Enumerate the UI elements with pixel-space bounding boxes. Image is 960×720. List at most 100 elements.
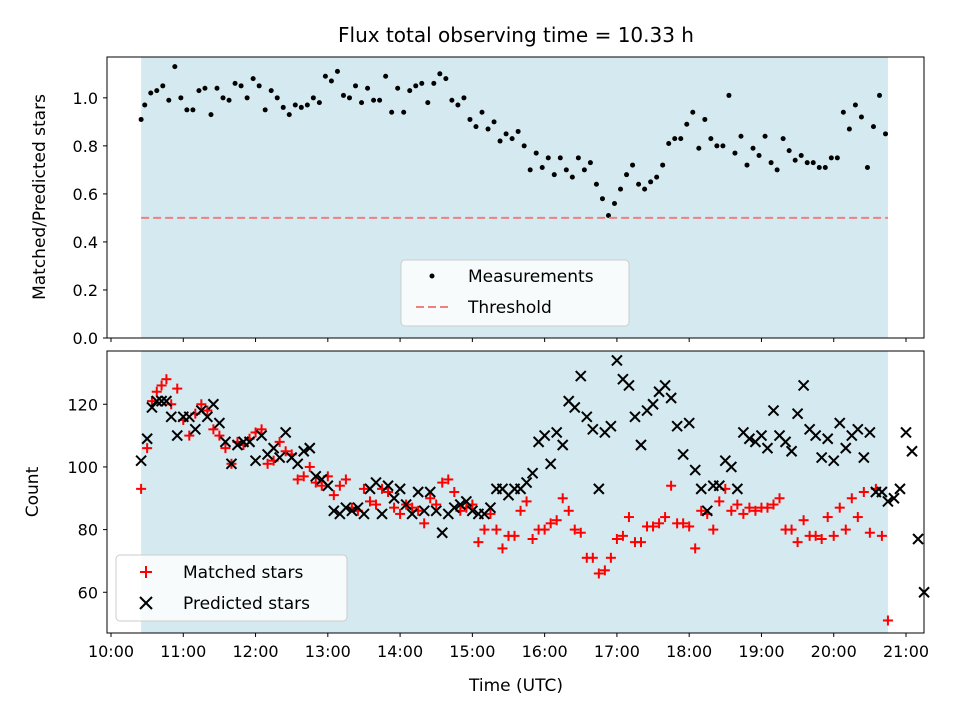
measurement-point — [666, 140, 672, 146]
predicted-star-point — [322, 480, 334, 492]
measurement-point — [762, 133, 768, 139]
measurement-point — [310, 95, 316, 101]
measurement-point — [780, 136, 786, 142]
measurement-point — [551, 172, 557, 178]
matched-star-point — [684, 521, 695, 532]
measurement-point — [256, 83, 262, 89]
predicted-star-point — [556, 439, 569, 451]
matched-star-point — [636, 537, 646, 548]
predicted-star-point — [249, 454, 262, 467]
measurement-point — [479, 109, 485, 115]
predicted-star-point — [695, 483, 707, 495]
predicted-star-point — [767, 404, 780, 417]
bottom-axes-frame — [106, 350, 925, 634]
matched-star-point — [726, 505, 737, 516]
predicted-star-point — [677, 448, 689, 461]
predicted-star-point — [888, 492, 900, 504]
matched-star-point — [882, 615, 893, 626]
measurement-point — [804, 160, 810, 166]
matched-star-point — [750, 505, 761, 516]
measurement-point — [491, 119, 497, 125]
measurement-point — [690, 109, 696, 115]
predicted-star-point — [406, 508, 418, 520]
x-axis-label: Time (UTC) — [468, 676, 563, 696]
matched-star-point — [328, 490, 339, 501]
predicted-star-point — [291, 458, 304, 470]
predicted-star-point — [141, 433, 153, 445]
matched-star-point — [383, 487, 394, 497]
matched-star-point — [274, 436, 285, 447]
predicted-star-point — [151, 395, 163, 407]
measurement-point — [322, 73, 328, 79]
matched-star-point — [220, 443, 231, 454]
chart-title: Flux total observing time = 10.33 h — [338, 23, 694, 47]
predicted-star-point — [267, 442, 280, 454]
matched-star-point — [852, 512, 863, 523]
predicted-star-point — [821, 433, 834, 445]
predicted-star-point — [346, 505, 358, 517]
matched-star-point — [262, 458, 273, 469]
measurement-point — [557, 155, 563, 161]
measurement-point — [280, 104, 286, 110]
measurement-point — [738, 133, 744, 139]
measurement-point — [654, 174, 660, 180]
matched-star-point — [214, 430, 225, 441]
measurement-point — [660, 162, 666, 168]
matched-star-point — [202, 405, 213, 416]
top-y-ticks: 0.0 0.2 0.4 0.6 0.8 1.0 — [73, 89, 107, 348]
matched-star-point — [575, 527, 586, 538]
bottom-legend-box — [115, 554, 348, 622]
matched-star-point — [840, 524, 851, 535]
measurement-point — [581, 167, 587, 173]
predicted-star-point — [894, 483, 906, 495]
matched-star-point — [666, 480, 677, 491]
predicted-star-point — [183, 411, 196, 423]
measurement-point — [756, 152, 762, 158]
matched-star-point — [509, 530, 520, 541]
matched-star-point — [545, 518, 556, 529]
predicted-star-point — [340, 501, 352, 514]
measurement-point — [852, 102, 858, 108]
predicted-star-point — [665, 392, 677, 404]
measurement-point — [250, 76, 256, 82]
predicted-star-point — [520, 476, 533, 489]
matched-star-point — [593, 568, 604, 579]
measurement-point — [353, 83, 359, 89]
measurement-point — [599, 196, 605, 202]
predicted-stars-points — [135, 354, 930, 598]
predicted-star-point — [623, 379, 635, 392]
measurement-point — [642, 186, 648, 192]
measurement-point — [792, 157, 798, 163]
legend-marker-predicted — [139, 596, 153, 610]
measurement-point — [870, 124, 876, 130]
predicted-star-point — [165, 411, 177, 423]
matched-star-point — [256, 424, 267, 435]
x-tick-label: 13:00 — [305, 642, 351, 661]
matched-star-point — [798, 515, 809, 526]
predicted-star-point — [484, 501, 497, 514]
legend-marker-matched — [140, 566, 152, 578]
predicted-star-point — [683, 417, 695, 429]
predicted-star-point — [550, 426, 563, 439]
top-y-axis-label: Matched/Predicted stars — [30, 94, 50, 300]
measurement-point — [190, 107, 196, 113]
top-legend: Measurements Threshold — [400, 259, 630, 327]
matched-star-point — [371, 499, 381, 510]
measurement-point — [840, 109, 846, 115]
measurement-point — [359, 100, 365, 106]
matched-star-point — [816, 534, 827, 544]
measurement-point — [304, 102, 310, 108]
predicted-star-point — [840, 442, 852, 454]
measurement-point — [214, 85, 220, 91]
matched-star-point — [648, 521, 659, 532]
measurement-point — [340, 92, 346, 98]
predicted-star-point — [310, 470, 322, 483]
predicted-star-point — [273, 451, 286, 464]
measurement-point — [720, 143, 726, 149]
measurement-point — [714, 143, 720, 149]
matched-star-point — [732, 499, 743, 510]
predicted-star-point — [370, 476, 382, 489]
predicted-star-point — [213, 417, 226, 429]
measurement-point — [864, 164, 870, 170]
matched-star-point — [714, 496, 725, 507]
